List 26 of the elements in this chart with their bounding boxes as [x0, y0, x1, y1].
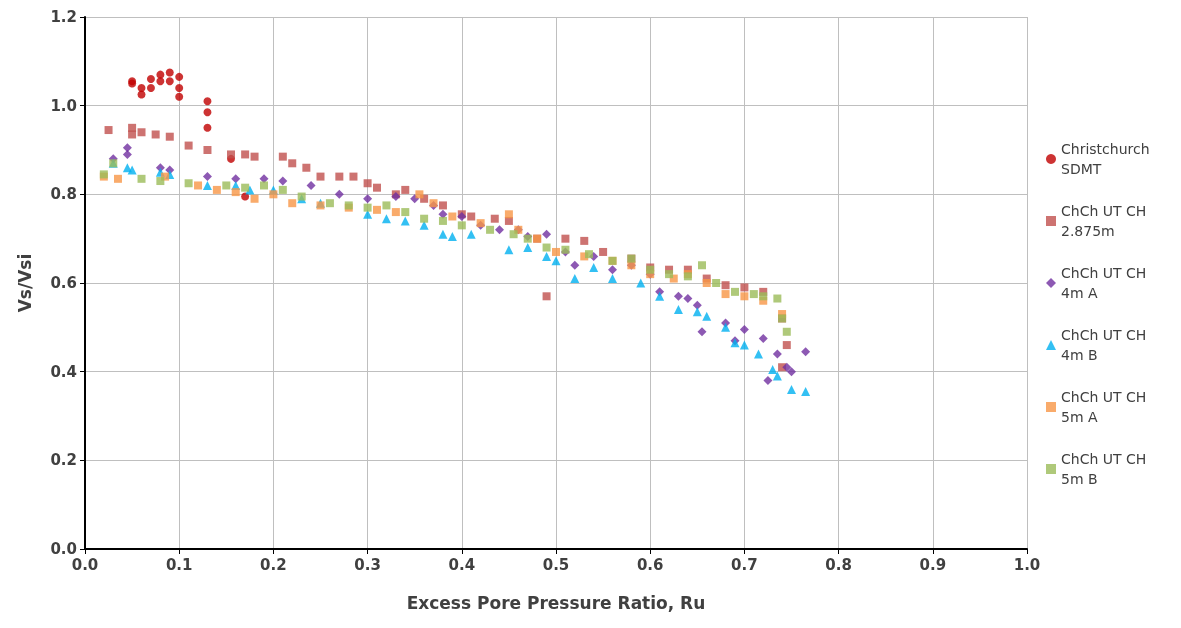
x-tick-label: 0.3	[354, 555, 381, 574]
x-tick-label: 0.0	[71, 555, 99, 574]
legend-label: ChCh UT CH 5m A	[1061, 389, 1151, 425]
x-tick-label: 0.9	[919, 555, 947, 574]
y-tick-label: 0.2	[50, 451, 77, 470]
x-tick-label: 0.7	[731, 555, 758, 574]
x-tick-label: 0.1	[165, 555, 193, 574]
legend-label: ChCh UT CH 5m B	[1061, 451, 1151, 487]
y-axis-title: Vs/Vsi	[14, 253, 35, 313]
y-tick-label: 0.0	[50, 540, 77, 558]
legend-label: Christchurch SDMT	[1061, 141, 1154, 177]
legend-label: ChCh UT CH 4m B	[1061, 327, 1151, 363]
x-tick-label: 0.8	[825, 555, 852, 574]
x-tick-label: 0.5	[542, 555, 570, 574]
legend-label: ChCh UT CH 4m A	[1061, 265, 1151, 301]
y-tick-label: 0.8	[50, 185, 77, 204]
y-tick-label: 0.6	[50, 274, 77, 292]
x-tick-label: 0.2	[260, 555, 287, 574]
legend-label: ChCh UT CH 2.875m	[1061, 203, 1151, 239]
y-tick-label: 1.2	[50, 8, 77, 26]
y-tick-label: 0.4	[50, 362, 77, 381]
x-tick-label: 0.6	[636, 555, 664, 574]
x-axis-title: Excess Pore Pressure Ratio, Ru	[406, 592, 706, 613]
y-tick-label: 1.0	[50, 96, 77, 115]
x-tick-label: 1.0	[1013, 555, 1041, 574]
x-tick-label: 0.4	[448, 555, 476, 574]
